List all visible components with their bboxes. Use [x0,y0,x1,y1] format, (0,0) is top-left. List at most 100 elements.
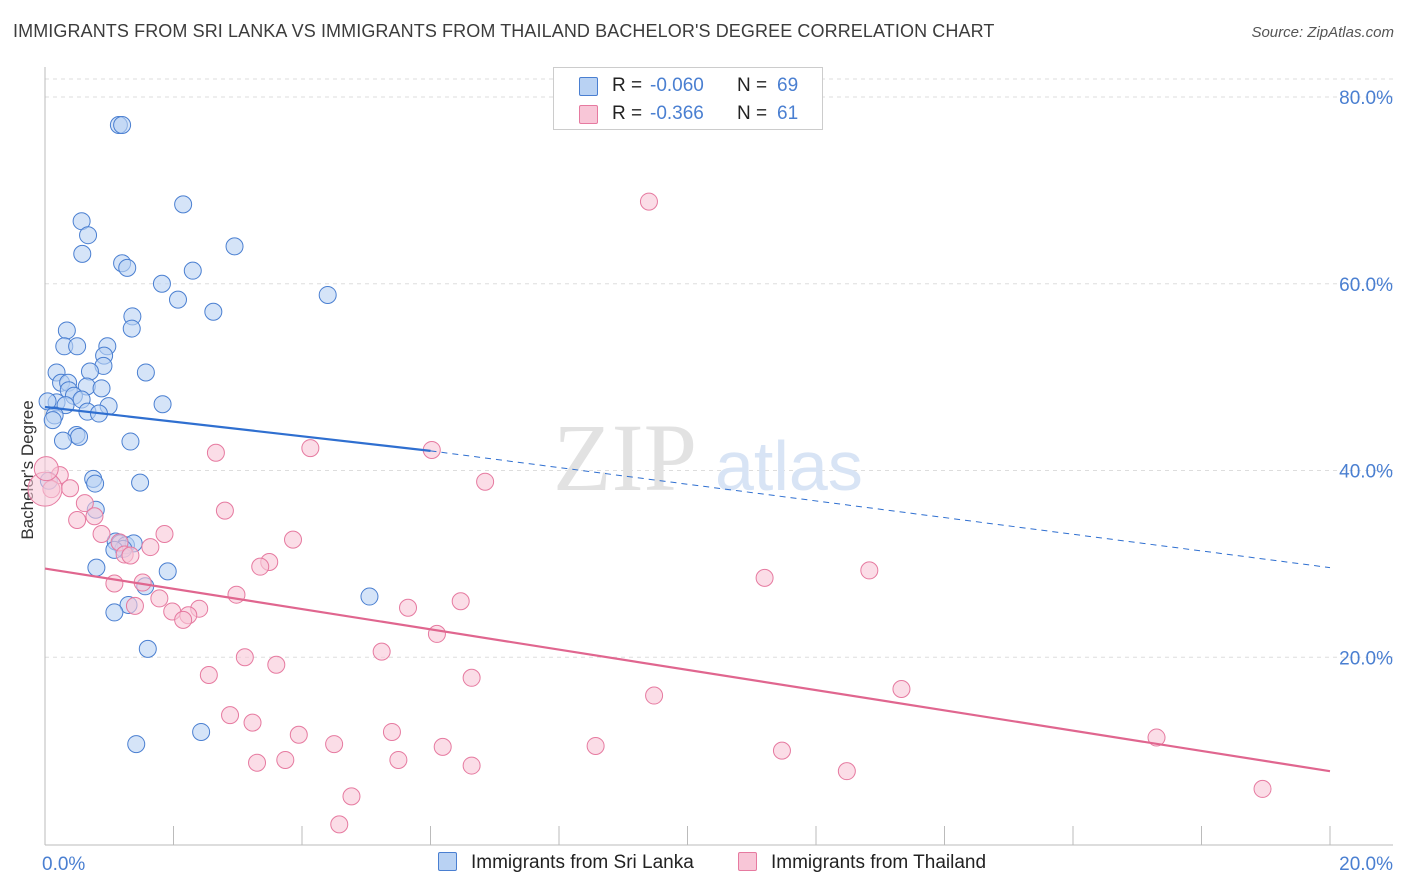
data-point [360,587,379,606]
n-value: 61 [777,103,799,124]
data-point [73,244,92,263]
data-point [168,290,187,309]
trend-lines [44,405,1331,773]
y-tick-label: 60.0% [1339,275,1393,296]
data-point [75,494,94,513]
data-point [136,363,155,382]
data-point [389,750,408,769]
data-point [837,762,856,781]
data-point [125,596,144,615]
correlation-legend: R = -0.060 N = 69 R = -0.366 N = 61 [553,67,823,130]
data-point [1253,779,1272,798]
data-point [451,592,470,611]
data-point [892,679,911,698]
data-point [382,722,401,741]
data-point [183,261,202,280]
data-point [225,237,244,256]
series-legend: Immigrants from Sri Lanka Immigrants fro… [0,852,1406,878]
x-tick-label: 0.0% [42,854,85,875]
data-point [53,431,72,450]
data-point [141,538,160,557]
data-point [276,750,295,769]
data-point [318,285,337,304]
data-point [476,472,495,491]
data-point [85,507,104,526]
y-tick-labels: 80.0% 60.0% 40.0% 20.0% [1339,88,1393,669]
legend-item-sri-lanka: Immigrants from Sri Lanka [438,852,694,874]
legend-swatch-blue [438,852,457,871]
n-label: N = [737,103,768,124]
watermark-zip: ZIP [553,404,697,511]
watermark-atlas: atlas [715,427,863,505]
data-point [153,395,172,414]
legend-swatch-blue [579,77,598,96]
data-point [433,737,452,756]
data-point [330,815,349,834]
data-point [86,474,105,493]
r-label: R = [612,103,643,124]
data-point [462,756,481,775]
data-point [221,706,240,725]
data-point [127,735,146,754]
data-point [645,686,664,705]
data-point [113,116,132,135]
x-tick-label: 20.0% [1339,854,1393,875]
data-point [235,648,254,667]
data-point [155,524,174,543]
r-value: -0.060 [650,75,704,96]
legend-swatch-pink [579,105,598,124]
data-point [1147,728,1166,747]
data-point [158,562,177,581]
data-point [755,568,774,587]
y-tick-label: 20.0% [1339,648,1393,669]
x-tick-labels: 0.0% 20.0% [42,854,1393,875]
source-credit: Source: ZipAtlas.com [1251,24,1394,41]
n-label: N = [737,75,768,96]
trend-line-sri-lanka-extension [430,450,1331,569]
data-point [206,443,225,462]
y-axis-label: Bachelor's Degree [18,400,37,539]
data-point [68,337,87,356]
data-point [462,668,481,687]
data-point [399,598,418,617]
data-point [199,665,218,684]
legend-row-sri-lanka: R = -0.060 N = 69 [554,72,822,100]
data-point [289,725,308,744]
data-point [251,557,270,576]
data-point [79,226,98,245]
data-point [215,501,234,520]
y-tick-label: 80.0% [1339,88,1393,109]
data-point [301,439,320,458]
data-point [243,713,262,732]
data-point [121,546,140,565]
r-value: -0.366 [650,103,704,124]
legend-swatch-pink [738,852,757,871]
data-point [284,530,303,549]
n-value: 69 [777,75,799,96]
y-tick-label: 40.0% [1339,462,1393,483]
data-point [152,274,171,293]
data-point [121,432,140,451]
data-point [150,589,169,608]
trend-line-thailand [44,567,1331,773]
data-point [33,456,59,482]
data-point [92,524,111,543]
data-point [43,411,62,430]
data-point [772,741,791,760]
chart-title: IMMIGRANTS FROM SRI LANKA VS IMMIGRANTS … [13,21,995,41]
data-point [192,722,211,741]
series-thailand-points [27,192,1272,834]
data-point [174,610,193,629]
data-point [427,624,446,643]
legend-label: Immigrants from Thailand [771,852,987,873]
data-point [87,558,106,577]
data-point [639,192,658,211]
data-point [325,735,344,754]
data-point [342,787,361,806]
data-point [248,753,267,772]
data-point [372,642,391,661]
data-point [267,655,286,674]
trend-line-sri-lanka [44,405,431,452]
data-point [57,321,76,340]
